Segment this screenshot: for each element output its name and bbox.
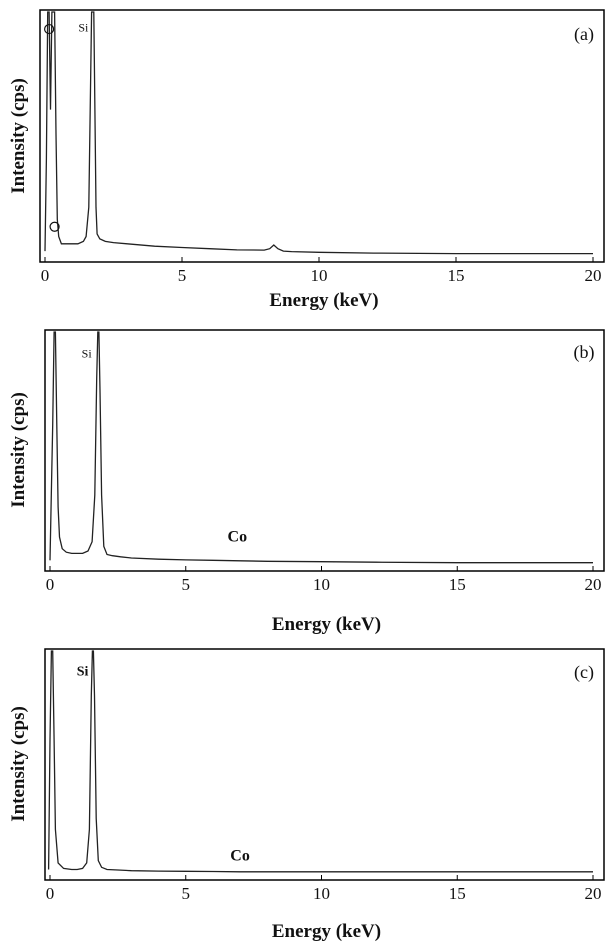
- peak-marker-o: [49, 221, 60, 232]
- x-tick-label: 5: [182, 884, 191, 903]
- chart-panel-2: 0 5 10 15 20 Energy (keV) Intensity (cps) (b) Si…: [8, 329, 605, 635]
- x-tick-label: 5: [178, 266, 187, 285]
- x-tick-label: 20: [585, 266, 602, 285]
- x-tick-label: 20: [585, 884, 602, 903]
- plot-frame: [39, 9, 605, 263]
- x-tick-label: 0: [41, 266, 50, 285]
- y-axis-title: Intensity (cps): [8, 706, 29, 822]
- chart-panel-3: 0 5 10 15 20 Energy (keV) Intensity (cps) (c) Si…: [8, 648, 605, 942]
- panel-label: (b): [574, 342, 595, 363]
- x-tick-label: 10: [313, 575, 330, 594]
- x-tick-label: 10: [311, 266, 328, 285]
- x-tick-label: 15: [449, 575, 466, 594]
- peak-label-o: O: [55, 226, 56, 228]
- x-tick-label: 15: [449, 884, 466, 903]
- plot-frame: [44, 648, 605, 881]
- panel-label: (c): [574, 662, 594, 683]
- x-axis-title: Energy (keV): [272, 614, 381, 635]
- peak-label-co: Co: [228, 529, 248, 546]
- plot-frame: [44, 329, 605, 572]
- x-axis-title: Energy (keV): [272, 921, 381, 942]
- peak-label-co: Co: [230, 848, 250, 865]
- y-axis-title: Intensity (cps): [8, 78, 29, 194]
- peak-label-si: Si: [77, 665, 89, 680]
- peak-label-si: Si: [78, 21, 89, 35]
- peak-marker-c: [44, 23, 55, 35]
- spectrum-line: [47, 650, 593, 873]
- x-tick-label: 15: [448, 266, 465, 285]
- x-tick-label: 20: [585, 575, 602, 594]
- x-tick-label: 10: [313, 884, 330, 903]
- x-axis-title: Energy (keV): [269, 290, 378, 311]
- x-tick-label: 0: [46, 884, 55, 903]
- panel-label: (a): [574, 24, 594, 45]
- x-tick-label: 5: [182, 575, 191, 594]
- spectrum-line: [44, 11, 593, 255]
- x-tick-label: 0: [46, 575, 55, 594]
- y-axis-title: Intensity (cps): [8, 392, 29, 508]
- spectrum-line: [49, 331, 593, 564]
- peak-label-si: Si: [82, 347, 93, 361]
